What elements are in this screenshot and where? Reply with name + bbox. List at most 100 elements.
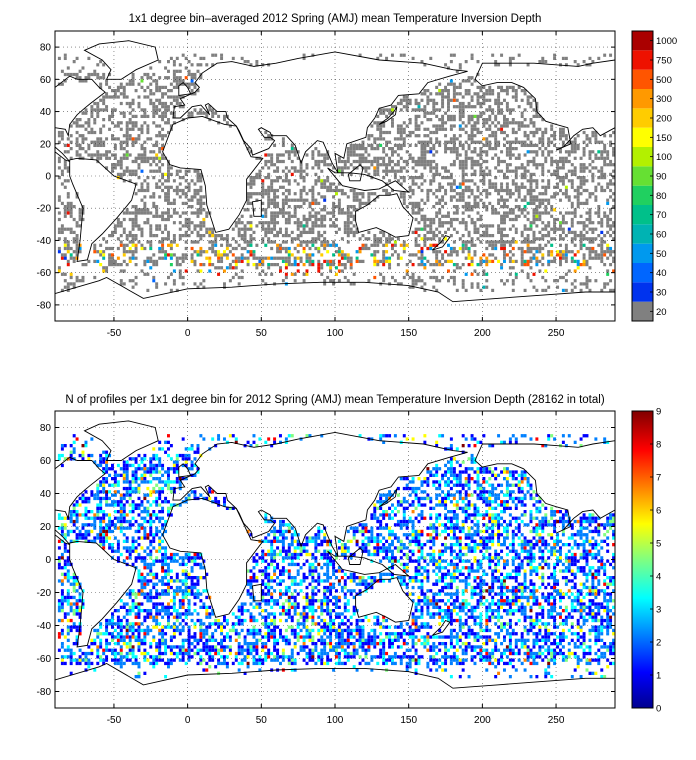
heatmap-cell <box>143 188 147 193</box>
heatmap-cell <box>169 503 173 507</box>
heatmap-cell <box>538 217 542 222</box>
heatmap-cell <box>414 282 418 286</box>
heatmap-cell <box>60 130 64 135</box>
heatmap-cell <box>435 124 439 128</box>
heatmap-cell <box>470 150 474 154</box>
heatmap-cell <box>491 240 495 244</box>
heatmap-cell <box>585 434 589 438</box>
heatmap-cell <box>588 227 592 231</box>
colorbar-swatch <box>632 69 653 89</box>
heatmap-cell <box>202 195 206 199</box>
heatmap-cell <box>396 510 400 514</box>
heatmap-cell <box>612 147 615 151</box>
heatmap-cell <box>585 224 589 228</box>
heatmap-cell <box>432 234 436 238</box>
y-tick-label: -60 <box>37 268 52 279</box>
heatmap-cell <box>414 205 418 209</box>
heatmap-cell <box>461 188 465 193</box>
heatmap-cell <box>105 450 109 454</box>
heatmap-cell <box>57 217 61 222</box>
heatmap-cell <box>290 240 294 244</box>
heatmap-cell <box>585 246 589 251</box>
heatmap-cell <box>113 108 117 112</box>
heatmap-cell <box>102 63 106 67</box>
heatmap-cell <box>172 211 176 215</box>
heatmap-cell <box>111 256 114 260</box>
heatmap-cell <box>399 127 403 131</box>
heatmap-cell <box>479 486 483 491</box>
heatmap-cell <box>399 134 403 138</box>
heatmap-cell <box>249 185 253 189</box>
heatmap-cell <box>485 127 489 131</box>
heatmap-cell <box>167 76 170 80</box>
heatmap-cell <box>223 253 226 257</box>
heatmap-cell <box>273 217 277 222</box>
heatmap-cell <box>567 169 571 173</box>
heatmap-cell <box>111 253 114 257</box>
heatmap-cell <box>87 118 91 122</box>
heatmap-cell <box>99 85 103 90</box>
heatmap-cell <box>497 188 501 193</box>
heatmap-cell <box>261 214 265 218</box>
heatmap-cell <box>140 185 144 189</box>
heatmap-cell <box>591 237 595 241</box>
heatmap-cell <box>561 440 565 444</box>
heatmap-cell <box>346 150 350 154</box>
heatmap-cell <box>441 124 445 128</box>
heatmap-cell <box>252 434 256 438</box>
heatmap-cell <box>514 140 518 144</box>
heatmap-cell <box>140 208 144 212</box>
heatmap-cell <box>279 185 282 189</box>
heatmap-cell <box>172 63 176 67</box>
heatmap-cell <box>470 259 474 264</box>
heatmap-cell <box>505 147 509 151</box>
heatmap-cell <box>111 89 114 93</box>
heatmap-cell <box>470 56 474 61</box>
heatmap-cell <box>140 182 144 186</box>
y-tick-label: -20 <box>37 204 52 215</box>
heatmap-cell <box>556 159 560 164</box>
heatmap-cell <box>452 470 456 474</box>
heatmap-cell <box>408 121 412 125</box>
heatmap-cell <box>243 237 247 241</box>
heatmap-cell <box>296 169 300 173</box>
heatmap-cell <box>122 134 126 138</box>
heatmap-cell <box>261 221 265 225</box>
heatmap-cell <box>488 503 492 507</box>
heatmap-cell <box>373 169 377 173</box>
heatmap-cell <box>134 208 138 212</box>
heatmap-cell <box>134 205 138 209</box>
heatmap-cell <box>505 101 509 106</box>
heatmap-cell <box>500 243 504 247</box>
heatmap-cell <box>570 230 574 235</box>
heatmap-cell <box>302 176 306 180</box>
heatmap-cell <box>461 246 465 251</box>
heatmap-cell <box>116 263 120 267</box>
heatmap-cell <box>279 246 282 251</box>
heatmap-cell <box>279 159 282 164</box>
heatmap-cell <box>167 121 170 125</box>
heatmap-cell <box>561 275 565 280</box>
heatmap-cell <box>184 240 188 244</box>
heatmap-cell <box>223 114 226 119</box>
heatmap-cell <box>326 211 330 215</box>
heatmap-cell <box>606 272 610 276</box>
heatmap-cell <box>258 192 262 196</box>
heatmap-cell <box>93 259 97 264</box>
heatmap-cell <box>402 166 406 170</box>
heatmap-cell <box>594 253 598 257</box>
heatmap-cell <box>340 250 344 254</box>
heatmap-cell <box>435 250 439 254</box>
heatmap-cell <box>414 486 418 491</box>
heatmap-cell <box>479 95 483 99</box>
heatmap-cell <box>93 493 97 497</box>
heatmap-cell <box>167 118 170 122</box>
heatmap-cell <box>452 140 456 144</box>
heatmap-cell <box>125 473 129 477</box>
heatmap-cell <box>541 198 545 202</box>
heatmap-cell <box>479 192 483 196</box>
heatmap-cell <box>293 246 297 251</box>
heatmap-cell <box>146 124 150 128</box>
heatmap-cell <box>332 240 336 244</box>
heatmap-cell <box>167 108 170 112</box>
